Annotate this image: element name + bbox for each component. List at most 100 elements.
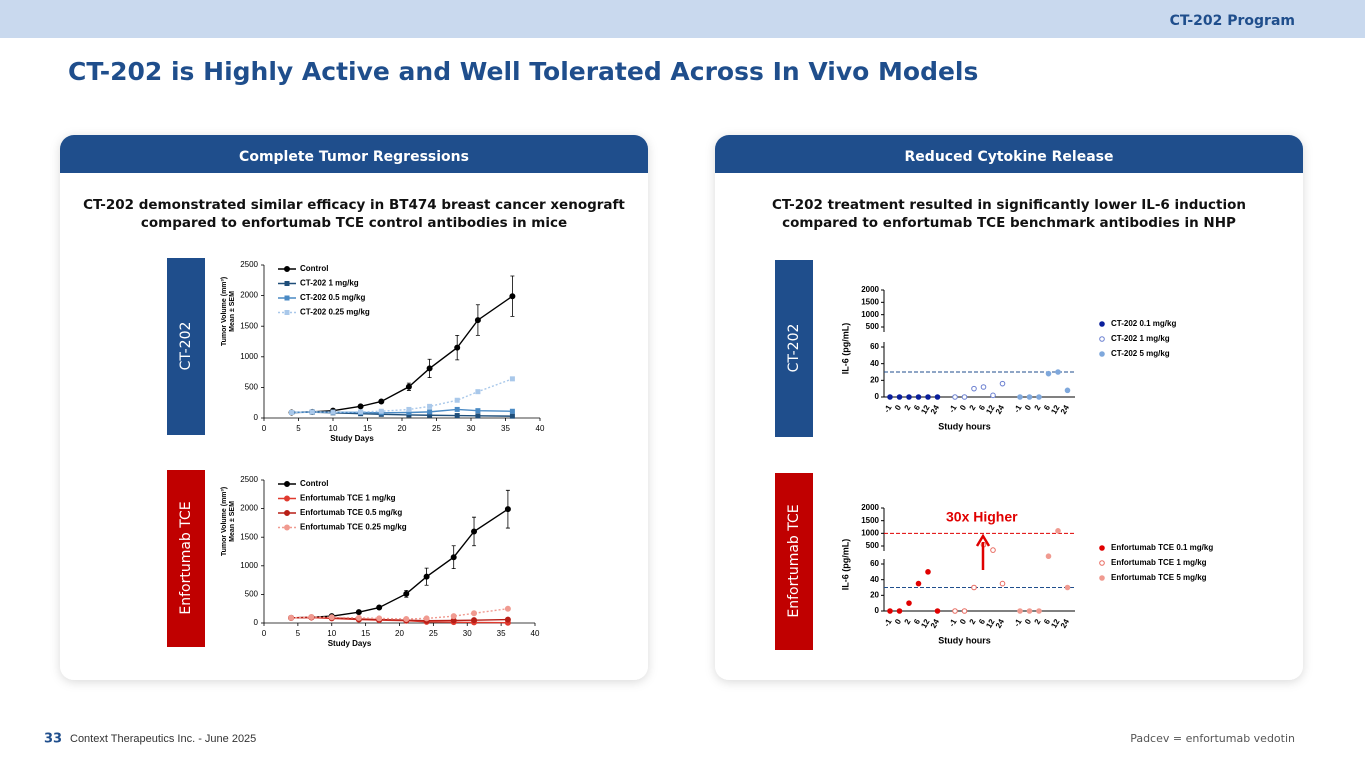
data-point <box>376 615 383 622</box>
legend-label: CT-202 5 mg/kg <box>1111 349 1170 358</box>
legend-label: Enfortumab TCE 1 mg/kg <box>300 494 396 503</box>
x-tick-label: 20 <box>398 424 407 433</box>
y-tick-label: 1000 <box>861 310 879 319</box>
data-point <box>1026 394 1033 400</box>
y-tick-label: 2000 <box>861 503 879 512</box>
data-point <box>423 615 430 622</box>
data-point <box>509 293 516 300</box>
data-point <box>403 590 410 597</box>
y-tick-label: 1000 <box>240 352 258 361</box>
data-point <box>427 403 433 409</box>
program-label: CT-202 Program <box>1170 13 1295 29</box>
y-axis-label: IL-6 (pg/mL) <box>840 323 850 375</box>
x-tick-label: 6 <box>1042 617 1052 626</box>
data-point <box>925 394 931 400</box>
x-tick-label: 20 <box>395 629 404 638</box>
panel-subtitle: compared to enfortumab TCE control antib… <box>141 215 567 231</box>
y-axis-label: IL-6 (pg/mL) <box>840 539 850 591</box>
data-point <box>915 394 922 400</box>
legend-marker <box>1099 336 1105 342</box>
x-tick-label: 6 <box>977 617 987 626</box>
y-tick-label: 1000 <box>240 561 258 570</box>
x-tick-label: 40 <box>531 629 540 638</box>
x-tick-label: 0 <box>893 403 903 412</box>
legend-label: Enfortumab TCE 1 mg/kg <box>1111 558 1207 567</box>
x-axis-label: Study hours <box>938 421 991 431</box>
data-point <box>999 380 1006 387</box>
data-point <box>1045 553 1052 560</box>
row-label: Enfortumab TCE <box>178 501 194 614</box>
data-point <box>474 317 481 324</box>
row-label-box <box>167 470 205 647</box>
data-point <box>934 394 941 400</box>
data-point <box>471 610 478 617</box>
annotation: 30x Higher <box>946 509 1018 525</box>
legend-marker <box>284 266 290 272</box>
x-tick-label: 25 <box>429 629 438 638</box>
data-point <box>471 617 478 624</box>
data-point <box>971 584 977 591</box>
row-label-box <box>167 258 205 435</box>
y-tick-label: 500 <box>866 322 880 331</box>
row-label-box <box>775 260 813 437</box>
line <box>291 508 509 619</box>
y-axis-label: Mean ± SEM <box>229 501 236 542</box>
data-point <box>961 394 968 400</box>
x-tick-label: 15 <box>361 629 370 638</box>
legend-marker <box>1099 321 1105 327</box>
data-point <box>896 394 903 400</box>
panel <box>715 135 1303 680</box>
data-point <box>376 604 383 611</box>
slide-title: CT-202 is Highly Active and Well Tolerat… <box>68 57 978 86</box>
line <box>291 295 513 414</box>
legend-marker <box>284 510 290 516</box>
panel-header <box>715 135 1303 173</box>
data-point <box>454 397 460 403</box>
x-tick-label: 40 <box>536 424 545 433</box>
x-tick-label: 0 <box>262 629 267 638</box>
data-point <box>504 616 511 623</box>
data-point <box>475 389 481 395</box>
data-point <box>990 392 996 399</box>
x-tick-label: 2 <box>903 617 913 626</box>
data-point <box>1055 369 1061 375</box>
data-point <box>288 614 295 621</box>
legend-marker <box>284 524 290 531</box>
legend-label: CT-202 0.5 mg/kg <box>300 293 365 302</box>
x-tick-label: -1 <box>947 617 959 628</box>
data-point <box>328 614 335 621</box>
data-point <box>896 608 903 614</box>
data-point <box>915 580 922 587</box>
y-tick-label: 1500 <box>240 321 258 330</box>
data-point <box>308 613 315 620</box>
data-point <box>1055 528 1061 534</box>
legend-marker <box>284 281 290 286</box>
data-point <box>358 409 364 415</box>
data-point <box>952 394 958 400</box>
legend-marker <box>1099 351 1105 357</box>
line <box>291 616 508 622</box>
legend-marker <box>1099 545 1105 551</box>
y-tick-label: 60 <box>870 342 879 351</box>
x-tick-label: -1 <box>1012 403 1024 414</box>
y-tick-label: 1500 <box>861 297 879 306</box>
y-axis-label: Tumor Volume (mm³) <box>221 487 228 556</box>
panel-subtitle: compared to enfortumab TCE benchmark ant… <box>782 215 1236 231</box>
data-point <box>999 580 1006 587</box>
y-tick-label: 1500 <box>861 516 879 525</box>
legend-label: Enfortumab TCE 0.1 mg/kg <box>1111 543 1213 552</box>
data-point <box>289 409 295 415</box>
row-label: Enfortumab TCE <box>786 504 802 617</box>
y-tick-label: 2000 <box>240 291 258 300</box>
data-point <box>934 608 941 614</box>
y-tick-label: 2000 <box>861 285 879 294</box>
data-point <box>309 409 315 415</box>
y-tick-label: 1500 <box>240 532 258 541</box>
data-point <box>357 403 364 410</box>
data-point <box>454 413 460 419</box>
panel-subtitle: CT-202 demonstrated similar efficacy in … <box>83 197 625 213</box>
x-tick-label: 2 <box>1033 617 1043 626</box>
data-point <box>509 376 515 382</box>
x-tick-label: 2 <box>968 403 978 412</box>
data-point <box>1045 370 1052 377</box>
